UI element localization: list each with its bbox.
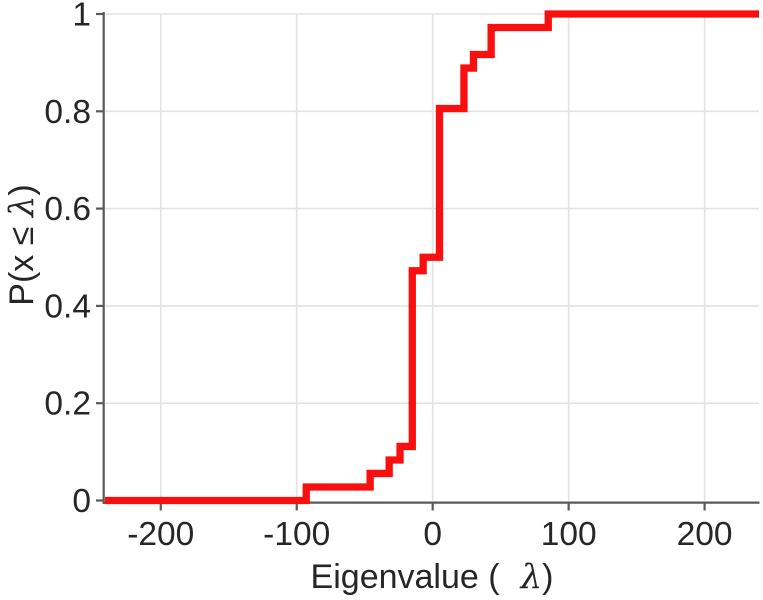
y-axis-label-close: ) [3,184,41,196]
y-tick-label-0: 0 [72,483,91,520]
x-tick-label--100: -100 [263,516,330,553]
x-axis-lambda-symbol: λ [520,557,543,597]
y-tick-label-0.6: 0.6 [44,191,91,228]
x-axis-label: Eigenvalue ( λ) [105,557,759,597]
x-tick-label-200: 200 [677,516,733,553]
y-tick-label-0.4: 0.4 [44,288,91,325]
y-tick-label-0.2: 0.2 [44,386,91,423]
y-axis-lambda-symbol: λ [2,195,42,218]
x-axis-label-text: Eigenvalue ( [310,558,500,596]
x-tick-label-100: 100 [541,516,597,553]
x-tick-label--200: -200 [127,516,194,553]
y-axis-label: P(x ≤ λ) [2,184,42,305]
y-axis-label-text: P(x ≤ [3,217,41,306]
y-tick-label-0.8: 0.8 [44,94,91,131]
ecdf-curve [105,10,759,505]
x-tick-label-0: 0 [423,516,442,553]
y-tick-label-1: 1 [72,0,91,34]
x-axis-label-close: ) [542,558,554,596]
